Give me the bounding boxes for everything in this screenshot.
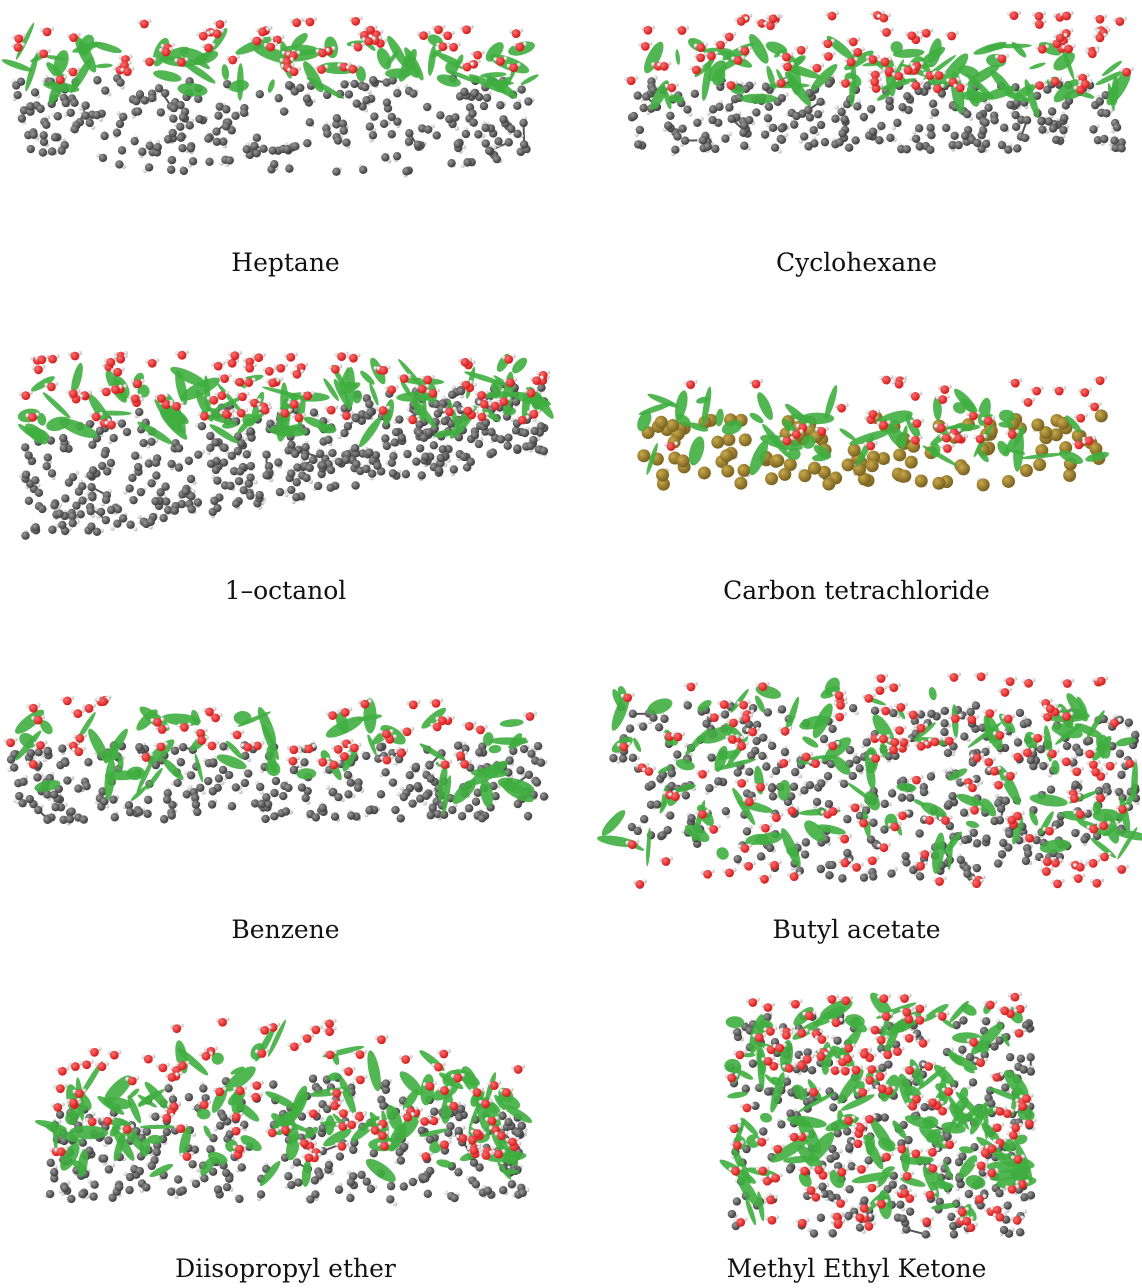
- cyclohexane-molecular-render: [624, 10, 1134, 157]
- caption-mek: Methyl Ethyl Ketone: [726, 1254, 987, 1283]
- caption-cyclohexane: Cyclohexane: [775, 248, 938, 277]
- molecule-cluster: [597, 671, 1142, 889]
- caption-heptane: Heptane: [231, 248, 340, 277]
- ccl4-molecular-render: [637, 375, 1109, 492]
- benzene-molecular-render: [3, 695, 549, 826]
- molecule-cluster: [17, 350, 554, 540]
- molecule-cluster: [3, 695, 549, 826]
- butyl-acetate-molecular-render: [597, 671, 1142, 889]
- molecule-cluster: [637, 375, 1109, 492]
- molecule-cluster: [1, 16, 539, 178]
- caption-diisopropyl-ether: Diisopropyl ether: [175, 1254, 396, 1283]
- molecule-cluster: [34, 1017, 533, 1207]
- molecule-cluster: [719, 992, 1037, 1239]
- mek-molecular-render: [719, 992, 1037, 1239]
- heptane-molecular-render: [1, 16, 539, 178]
- molecule-cluster: [624, 10, 1134, 157]
- caption-benzene: Benzene: [231, 915, 340, 944]
- diisopropyl-ether-molecular-render: [34, 1017, 533, 1207]
- octanol-molecular-render: [17, 350, 554, 540]
- caption-butyl-acetate: Butyl acetate: [772, 915, 941, 944]
- caption-octanol: 1–octanol: [224, 576, 347, 605]
- caption-ccl4: Carbon tetrachloride: [723, 576, 990, 605]
